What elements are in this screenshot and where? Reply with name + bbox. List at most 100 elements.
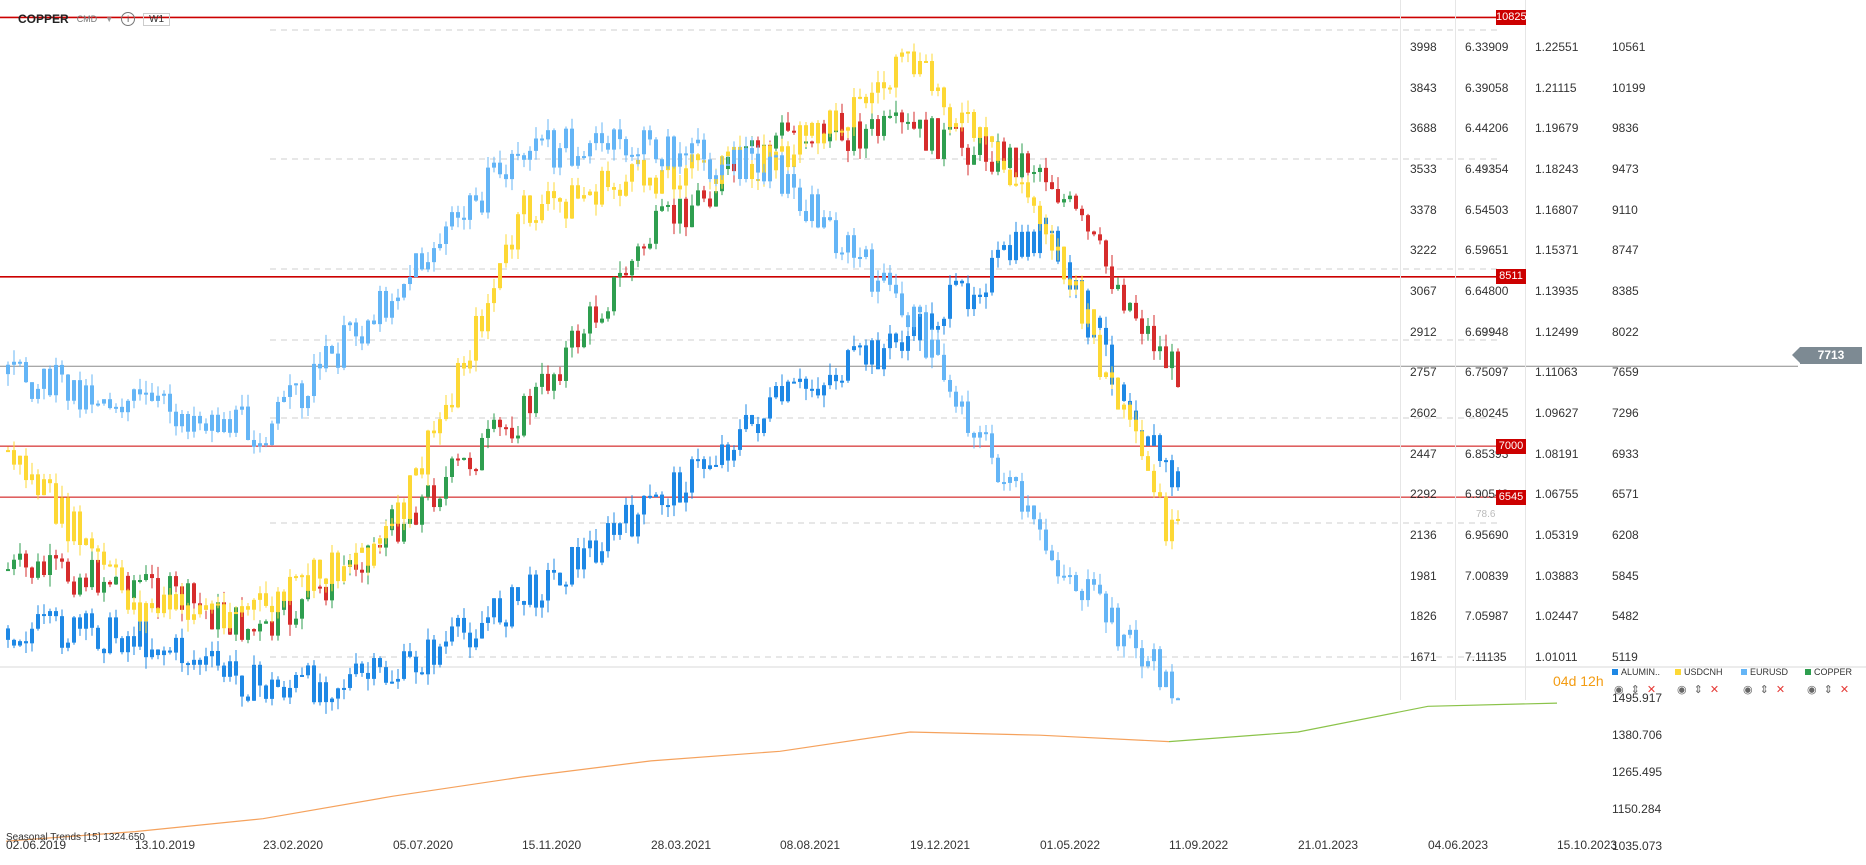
candle-body (498, 598, 502, 623)
close-icon[interactable]: ✕ (1709, 684, 1720, 696)
candle-body (840, 130, 844, 133)
candle-body (1068, 279, 1072, 286)
candle-body (138, 389, 142, 395)
legend-controls[interactable]: ◉ ⇕ ✕ (1743, 683, 1785, 696)
candle-body (132, 602, 136, 610)
eye-icon[interactable]: ◉ (1677, 684, 1687, 696)
close-icon[interactable]: ✕ (1646, 684, 1657, 696)
candle-body (654, 494, 658, 498)
candle-body (66, 561, 70, 582)
candle-body (996, 249, 1000, 258)
candle-body (1008, 477, 1012, 483)
candle-body (450, 626, 454, 642)
candle-body (1158, 346, 1162, 352)
candle-body (738, 429, 742, 450)
x-axis-label: 05.07.2020 (393, 838, 454, 852)
candle-body (30, 628, 34, 644)
candle-body (36, 388, 40, 399)
candle-body (534, 386, 538, 414)
legend-controls[interactable]: ◉ ⇕ ✕ (1677, 683, 1719, 696)
level-tag[interactable]: 6545 (1496, 489, 1526, 505)
candle-body (342, 325, 346, 368)
axis-tick-aluminium: 2292 (1410, 487, 1437, 502)
candle-body (456, 212, 460, 218)
chevron-down-icon[interactable]: ▼ (105, 14, 114, 24)
candle-body (1014, 477, 1018, 482)
candle-body (174, 637, 178, 653)
candle-body (102, 648, 106, 654)
close-icon[interactable]: ✕ (1839, 684, 1850, 696)
candle-body (1026, 231, 1030, 257)
candle-body (66, 374, 70, 401)
candle-body (558, 148, 562, 168)
level-tag[interactable]: 7000 (1496, 438, 1526, 454)
candle-body (1056, 246, 1060, 251)
reorder-icon[interactable]: ⇕ (1759, 684, 1769, 696)
legend-controls[interactable]: ◉ ⇕ ✕ (1807, 683, 1849, 696)
candle-body (120, 567, 124, 591)
candle-body (36, 474, 40, 496)
axis-tick-aluminium: 1981 (1410, 568, 1437, 583)
candle-body (288, 385, 292, 397)
candle-body (570, 128, 574, 166)
candle-body (618, 189, 622, 196)
candle-body (1086, 309, 1090, 324)
symbol-name[interactable]: COPPER (18, 12, 69, 26)
axis-tick-copper: 8747 (1612, 243, 1639, 258)
level-tag[interactable]: 10825 (1496, 9, 1527, 25)
candle-body (846, 127, 850, 131)
candle-body (78, 577, 82, 595)
candle-body (528, 395, 532, 414)
legend-entry[interactable]: USDCNH (1675, 667, 1723, 677)
axis-tick-usdcnh: 6.59651 (1465, 243, 1509, 258)
candle-body (414, 512, 418, 525)
candle-body (1152, 470, 1156, 493)
candle-body (822, 133, 826, 144)
candle-body (930, 339, 934, 358)
candle-body (900, 112, 904, 123)
axis-tick-eurusd: 1.09627 (1535, 406, 1579, 421)
eye-icon[interactable]: ◉ (1807, 684, 1817, 696)
candle-body (948, 379, 952, 392)
timeframe-select[interactable]: W1 (143, 12, 171, 26)
candle-body (1152, 325, 1156, 352)
candle-body (870, 92, 874, 104)
candle-body (174, 411, 178, 427)
info-icon[interactable]: i (121, 12, 136, 26)
candle-body (480, 315, 484, 332)
candle-body (882, 348, 886, 370)
candle-body (528, 150, 532, 160)
level-tag[interactable]: 8511 (1496, 269, 1526, 285)
candle-body (1122, 284, 1126, 311)
eye-icon[interactable]: ◉ (1743, 684, 1753, 696)
axis-tick-aluminium: 2912 (1410, 324, 1437, 339)
candle-body (876, 82, 880, 93)
axis-tick-usdcnh: 6.75097 (1465, 365, 1509, 380)
candle-body (930, 313, 934, 330)
candle-body (816, 122, 820, 144)
legend-entry[interactable]: COPPER (1805, 667, 1852, 677)
candle-body (960, 112, 964, 124)
close-icon[interactable]: ✕ (1775, 684, 1786, 696)
candle-body (768, 156, 772, 182)
candle-body (414, 656, 418, 673)
legend-entry[interactable]: EURUSD (1741, 667, 1788, 677)
candle-body (972, 432, 976, 438)
candle-body (828, 110, 832, 134)
legend-controls[interactable]: ◉ ⇕ ✕ (1614, 683, 1656, 696)
candle-body (1128, 404, 1132, 420)
axis-tick-aluminium: 3843 (1410, 80, 1437, 95)
candle-body (624, 181, 628, 196)
reorder-icon[interactable]: ⇕ (1823, 684, 1833, 696)
eye-icon[interactable]: ◉ (1614, 684, 1624, 696)
candle-body (198, 415, 202, 424)
legend-swatch (1805, 669, 1811, 675)
reorder-icon[interactable]: ⇕ (1693, 684, 1703, 696)
candle-body (492, 598, 496, 618)
candle-body (894, 56, 898, 88)
axis-tick-copper: 5482 (1612, 609, 1639, 624)
candle-body (192, 583, 196, 604)
legend-entry[interactable]: ALUMIN.. (1612, 667, 1660, 677)
reorder-icon[interactable]: ⇕ (1630, 684, 1640, 696)
candle-body (834, 220, 838, 254)
